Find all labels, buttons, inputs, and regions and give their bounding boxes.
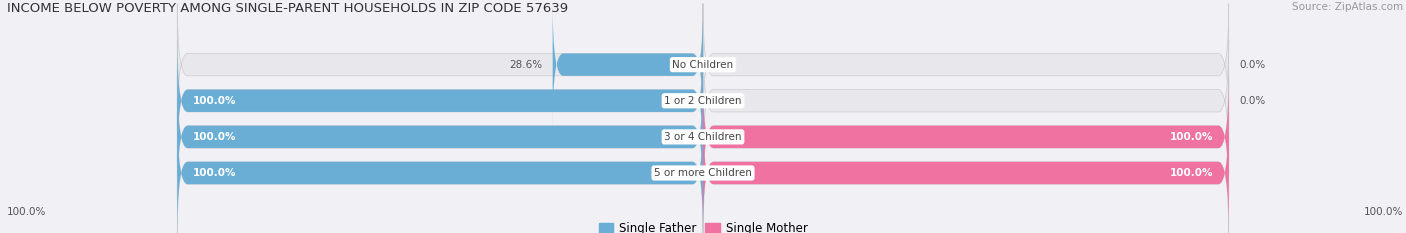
- Text: No Children: No Children: [672, 60, 734, 70]
- Text: 5 or more Children: 5 or more Children: [654, 168, 752, 178]
- Text: 100.0%: 100.0%: [193, 96, 236, 106]
- FancyBboxPatch shape: [703, 40, 1229, 162]
- FancyBboxPatch shape: [177, 112, 703, 233]
- FancyBboxPatch shape: [177, 112, 703, 233]
- FancyBboxPatch shape: [553, 4, 703, 126]
- Text: Source: ZipAtlas.com: Source: ZipAtlas.com: [1292, 2, 1403, 12]
- Text: 1 or 2 Children: 1 or 2 Children: [664, 96, 742, 106]
- Text: 100.0%: 100.0%: [1364, 207, 1403, 217]
- FancyBboxPatch shape: [177, 40, 703, 162]
- FancyBboxPatch shape: [177, 40, 703, 162]
- Text: 100.0%: 100.0%: [1170, 132, 1213, 142]
- Text: 100.0%: 100.0%: [7, 207, 46, 217]
- Text: 0.0%: 0.0%: [1239, 60, 1265, 70]
- FancyBboxPatch shape: [703, 76, 1229, 198]
- Legend: Single Father, Single Mother: Single Father, Single Mother: [593, 218, 813, 233]
- FancyBboxPatch shape: [177, 76, 703, 198]
- Text: 28.6%: 28.6%: [509, 60, 543, 70]
- Text: INCOME BELOW POVERTY AMONG SINGLE-PARENT HOUSEHOLDS IN ZIP CODE 57639: INCOME BELOW POVERTY AMONG SINGLE-PARENT…: [7, 2, 568, 15]
- FancyBboxPatch shape: [177, 4, 703, 126]
- Text: 100.0%: 100.0%: [1170, 168, 1213, 178]
- FancyBboxPatch shape: [703, 76, 1229, 198]
- FancyBboxPatch shape: [703, 4, 1229, 126]
- Text: 0.0%: 0.0%: [1239, 96, 1265, 106]
- FancyBboxPatch shape: [703, 112, 1229, 233]
- Text: 3 or 4 Children: 3 or 4 Children: [664, 132, 742, 142]
- Text: 100.0%: 100.0%: [193, 168, 236, 178]
- Text: 100.0%: 100.0%: [193, 132, 236, 142]
- FancyBboxPatch shape: [177, 76, 703, 198]
- FancyBboxPatch shape: [703, 112, 1229, 233]
